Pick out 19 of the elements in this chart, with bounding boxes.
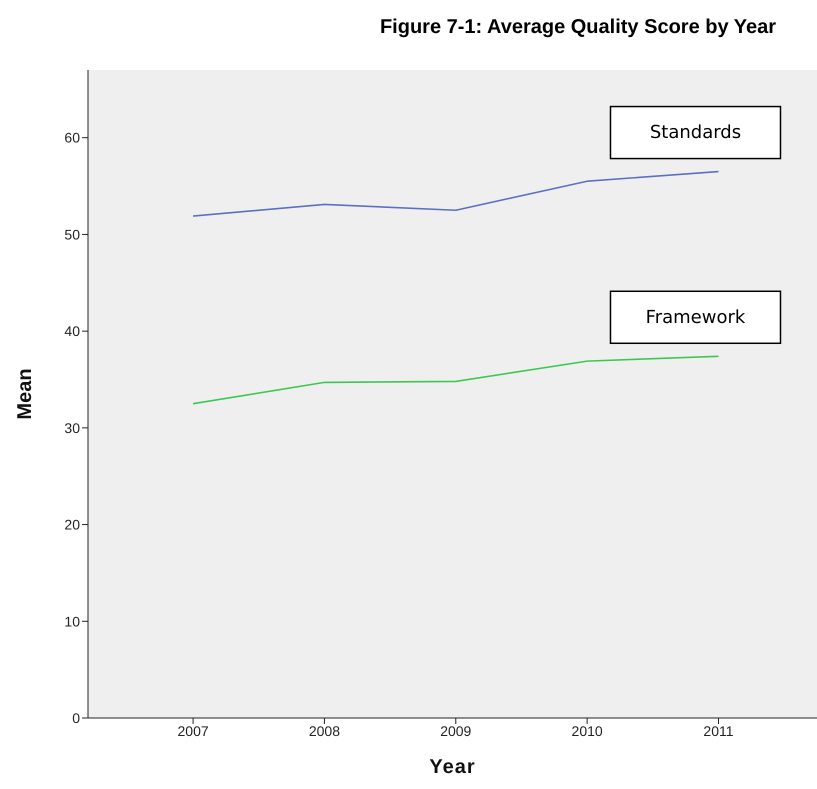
- y-tick-label: 0: [72, 710, 80, 726]
- x-tick-label: 2009: [440, 722, 472, 739]
- series-label: Framework: [646, 306, 746, 328]
- line-series: [192, 170, 720, 217]
- y-tick-label: 40: [64, 323, 80, 340]
- x-axis-title: Year: [429, 756, 476, 778]
- series-label: Standards: [650, 122, 742, 144]
- y-tick-label: 50: [64, 226, 80, 242]
- x-tick-label: 2010: [572, 722, 603, 739]
- x-tick-label: 2011: [703, 722, 734, 739]
- x-tick-label: 2007: [178, 722, 209, 739]
- y-tick-label: 10: [64, 613, 80, 630]
- y-tick-label: 30: [64, 420, 80, 436]
- line-series: [192, 355, 720, 404]
- y-tick-label: 20: [64, 516, 80, 533]
- y-tick-label: 60: [64, 130, 80, 146]
- chart-title: Figure 7-1: Average Quality Score by Year: [378, 16, 778, 39]
- y-axis-title: Mean: [14, 368, 36, 420]
- x-tick-label: 2008: [308, 722, 340, 739]
